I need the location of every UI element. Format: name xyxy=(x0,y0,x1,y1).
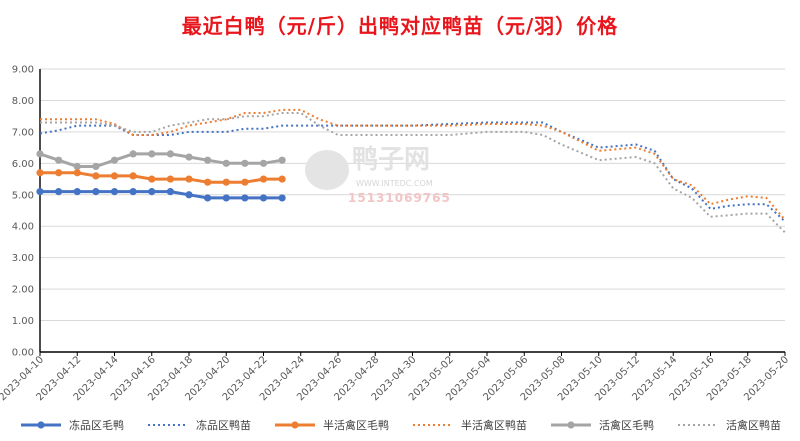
legend-swatch xyxy=(21,421,61,429)
axes xyxy=(39,69,786,356)
data-point xyxy=(148,150,156,158)
data-point xyxy=(129,188,137,196)
data-point xyxy=(259,194,268,202)
data-point xyxy=(241,178,249,186)
legend-label: 活禽区鸭苗 xyxy=(726,419,781,432)
legend-label: 冻品区鸭苗 xyxy=(196,419,251,432)
watermark-url: WWW.INTEDC.COM xyxy=(356,179,433,188)
y-tick-label: 0.00 xyxy=(12,348,34,359)
y-tick-label: 4.00 xyxy=(12,222,34,233)
data-point xyxy=(73,188,81,196)
y-tick-label: 1.00 xyxy=(12,316,34,327)
data-point xyxy=(55,169,63,177)
data-point xyxy=(36,188,44,196)
legend-label: 活禽区毛鸭 xyxy=(599,419,654,432)
legend: 冻品区毛鸭 冻品区鸭苗 半活禽区毛鸭 半活禽区鸭苗 活禽区毛鸭 活禽区鸭苗 xyxy=(0,417,800,433)
y-axis-ticks: 0.00 1.00 2.00 3.00 4.00 5.00 6.00 7.00 8.00 9.00 xyxy=(12,65,34,359)
data-point xyxy=(241,159,249,167)
y-tick-label: 2.00 xyxy=(12,285,34,296)
data-point xyxy=(204,178,212,186)
watermark-logo: 鸭子网 WWW.INTEDC.COM 15131069765 xyxy=(305,145,451,205)
data-point xyxy=(204,194,212,202)
legend-swatch xyxy=(413,424,453,426)
legend-swatch xyxy=(678,424,718,426)
y-tick-label: 5.00 xyxy=(12,190,34,201)
data-point xyxy=(222,159,230,167)
data-point xyxy=(110,156,119,164)
legend-item: 活禽区鸭苗 xyxy=(676,417,781,433)
y-tick-label: 8.00 xyxy=(12,96,34,107)
data-point xyxy=(241,194,249,202)
legend-item: 活禽区毛鸭 xyxy=(549,417,654,433)
legend-label: 半活禽区鸭苗 xyxy=(461,419,527,432)
data-point xyxy=(166,188,174,196)
legend-item: 半活禽区毛鸭 xyxy=(273,417,389,433)
data-point xyxy=(55,156,63,164)
data-point xyxy=(110,188,119,196)
data-point xyxy=(185,175,193,183)
legend-swatch xyxy=(551,421,591,429)
data-point xyxy=(278,194,286,202)
data-point xyxy=(92,188,100,196)
data-point xyxy=(148,175,156,183)
x-axis-ticks: 2023-04-102023-04-122023-04-142023-04-16… xyxy=(0,354,791,403)
legend-item: 冻品区毛鸭 xyxy=(19,417,124,433)
data-point xyxy=(73,162,81,171)
legend-item: 冻品区鸭苗 xyxy=(146,417,251,433)
chart-title: 最近白鸭（元/斤）出鸭对应鸭苗（元/羽）价格 xyxy=(181,14,619,38)
data-point xyxy=(204,156,212,164)
data-point xyxy=(166,150,174,158)
legend-swatch xyxy=(148,424,188,426)
duck-logo-icon xyxy=(305,150,349,190)
data-point xyxy=(129,150,137,158)
data-point xyxy=(278,175,286,183)
data-point xyxy=(278,156,286,164)
data-point xyxy=(222,194,230,202)
series-line xyxy=(40,108,786,221)
data-point xyxy=(55,188,63,196)
series-line xyxy=(40,112,786,234)
data-point xyxy=(259,159,268,167)
y-tick-label: 7.00 xyxy=(12,127,34,138)
legend-item: 半活禽区鸭苗 xyxy=(411,417,527,433)
data-point xyxy=(185,191,193,199)
data-point xyxy=(129,172,137,180)
legend-label: 冻品区毛鸭 xyxy=(69,419,124,432)
legend-label: 半活禽区毛鸭 xyxy=(323,419,389,432)
data-point xyxy=(92,162,100,171)
data-point xyxy=(148,188,156,196)
data-point xyxy=(222,178,230,186)
data-point xyxy=(36,150,44,158)
y-tick-label: 6.00 xyxy=(12,159,34,170)
gridlines xyxy=(40,68,785,322)
data-point xyxy=(73,169,81,177)
series-lines xyxy=(36,108,786,234)
watermark-phone: 15131069765 xyxy=(348,191,451,205)
y-tick-label: 3.00 xyxy=(12,253,34,264)
data-point xyxy=(92,172,100,180)
data-point xyxy=(185,153,193,161)
legend-swatch xyxy=(275,421,315,429)
y-tick-label: 9.00 xyxy=(12,65,34,76)
watermark-brand: 鸭子网 xyxy=(352,145,430,175)
data-point xyxy=(166,175,174,183)
data-point xyxy=(110,172,119,180)
data-point xyxy=(259,175,268,183)
data-point xyxy=(36,169,44,177)
